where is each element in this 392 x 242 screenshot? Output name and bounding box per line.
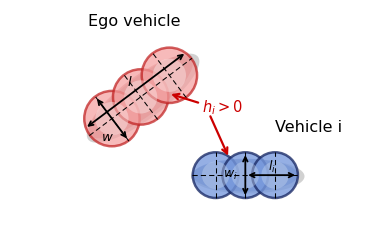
Circle shape — [232, 161, 259, 189]
Ellipse shape — [193, 159, 298, 192]
Text: l: l — [128, 76, 132, 89]
Text: Vehicle i: Vehicle i — [276, 120, 343, 135]
Circle shape — [84, 91, 140, 146]
Ellipse shape — [191, 159, 305, 194]
Circle shape — [113, 69, 168, 125]
Ellipse shape — [87, 53, 200, 143]
Ellipse shape — [89, 55, 193, 138]
Circle shape — [142, 48, 197, 103]
Text: Ego vehicle: Ego vehicle — [88, 14, 180, 29]
Circle shape — [261, 161, 289, 189]
Circle shape — [252, 152, 298, 198]
Text: $h_i > 0$: $h_i > 0$ — [202, 98, 243, 117]
Circle shape — [193, 152, 238, 198]
Circle shape — [153, 59, 186, 92]
Circle shape — [223, 152, 268, 198]
Circle shape — [95, 102, 129, 135]
Circle shape — [124, 80, 157, 113]
Text: $l_i$: $l_i$ — [268, 159, 276, 174]
Circle shape — [202, 161, 229, 189]
Text: w: w — [102, 131, 113, 144]
Text: $w_i$: $w_i$ — [223, 169, 238, 182]
